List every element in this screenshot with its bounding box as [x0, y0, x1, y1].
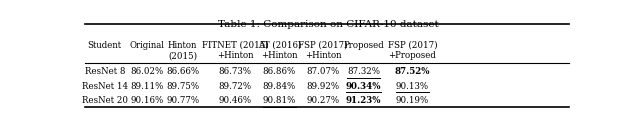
Text: 89.75%: 89.75%: [166, 81, 199, 90]
Text: Proposed: Proposed: [343, 40, 384, 49]
Text: AT (2016)
+Hinton: AT (2016) +Hinton: [258, 40, 301, 60]
Text: 90.34%: 90.34%: [346, 81, 381, 90]
Text: 86.86%: 86.86%: [263, 67, 296, 76]
Text: 89.92%: 89.92%: [307, 81, 340, 90]
Text: ResNet 8: ResNet 8: [84, 67, 125, 76]
Text: FITNET (2015)
+Hinton: FITNET (2015) +Hinton: [202, 40, 269, 60]
Text: 90.77%: 90.77%: [166, 95, 199, 104]
Text: 90.13%: 90.13%: [396, 81, 429, 90]
Text: Original: Original: [129, 40, 164, 49]
Text: Table 1: Comparison on CIFAR-10 dataset: Table 1: Comparison on CIFAR-10 dataset: [218, 20, 438, 29]
Text: Hinton
(2015): Hinton (2015): [168, 40, 197, 60]
Text: 86.66%: 86.66%: [166, 67, 199, 76]
Text: ResNet 14: ResNet 14: [82, 81, 128, 90]
Text: 90.46%: 90.46%: [219, 95, 252, 104]
Text: 89.72%: 89.72%: [219, 81, 252, 90]
Text: FSP (2017)
+Proposed: FSP (2017) +Proposed: [387, 40, 437, 60]
Text: 89.11%: 89.11%: [131, 81, 164, 90]
Text: FSP (2017)
+Hinton: FSP (2017) +Hinton: [298, 40, 348, 60]
Text: 87.52%: 87.52%: [395, 67, 430, 76]
Text: ResNet 20: ResNet 20: [82, 95, 128, 104]
Text: 90.19%: 90.19%: [396, 95, 429, 104]
Text: 90.81%: 90.81%: [262, 95, 296, 104]
Text: 91.23%: 91.23%: [346, 95, 381, 104]
Text: 89.84%: 89.84%: [263, 81, 296, 90]
Text: 87.07%: 87.07%: [307, 67, 340, 76]
Text: 90.16%: 90.16%: [131, 95, 164, 104]
Text: 86.02%: 86.02%: [131, 67, 164, 76]
Text: 86.73%: 86.73%: [219, 67, 252, 76]
Text: Student: Student: [88, 40, 122, 49]
Text: 87.32%: 87.32%: [348, 67, 380, 76]
Text: 90.27%: 90.27%: [307, 95, 340, 104]
